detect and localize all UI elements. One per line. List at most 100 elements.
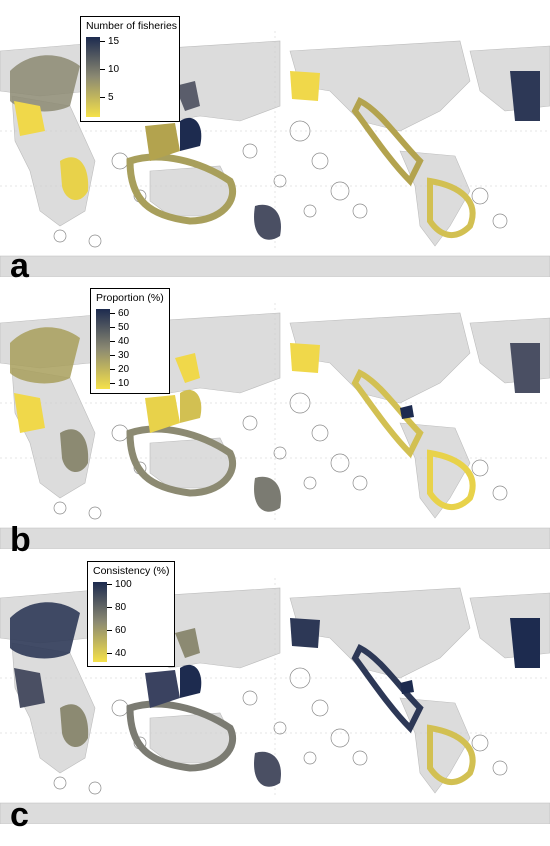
region-madagascar bbox=[60, 429, 89, 473]
region-north-atlantic bbox=[510, 618, 540, 668]
land-mass bbox=[0, 802, 550, 824]
legend-title-a: Number of fisheries bbox=[86, 20, 178, 32]
eez-outline bbox=[111, 152, 129, 170]
region-europe-west bbox=[10, 602, 80, 659]
eez-outline bbox=[242, 415, 258, 431]
region-australia bbox=[126, 700, 236, 772]
legend-tick: 60 bbox=[109, 308, 130, 319]
eez-outline bbox=[492, 485, 508, 501]
panel-label-a: a bbox=[10, 247, 29, 285]
eez-outline bbox=[352, 750, 368, 766]
world-map-c bbox=[0, 578, 550, 824]
region-alaska bbox=[290, 343, 320, 373]
region-alaska bbox=[290, 618, 320, 648]
region-americas-west bbox=[351, 368, 424, 459]
legend-colorbar-a bbox=[86, 37, 100, 117]
eez-outline bbox=[273, 446, 287, 460]
eez-outline bbox=[330, 728, 350, 748]
eez-outline bbox=[330, 453, 350, 473]
legend-tick: 60 bbox=[106, 625, 127, 636]
eez-regions-b bbox=[10, 327, 540, 512]
eez-outline bbox=[111, 699, 129, 717]
eez-outline bbox=[311, 424, 329, 442]
region-australia bbox=[126, 153, 236, 225]
eez-outline bbox=[242, 690, 258, 706]
region-americas-west bbox=[351, 96, 424, 187]
region-caribbean bbox=[400, 680, 414, 694]
legend-tick: 20 bbox=[109, 364, 130, 375]
region-europe-west bbox=[10, 327, 80, 384]
eez-outline bbox=[330, 181, 350, 201]
eez-outline bbox=[311, 699, 329, 717]
region-indonesia bbox=[145, 395, 180, 433]
eez-outline bbox=[492, 213, 508, 229]
land-mass bbox=[11, 367, 96, 499]
region-caribbean bbox=[400, 405, 414, 419]
eez-outline bbox=[273, 721, 287, 735]
region-south-america-east bbox=[427, 177, 476, 238]
legend-tick: 100 bbox=[107, 579, 132, 590]
eez-outline bbox=[53, 776, 67, 790]
eez-outline bbox=[492, 760, 508, 776]
panel-c: c Consistency (%) 100 80 60 40 bbox=[0, 558, 550, 832]
legend-title-b: Proportion (%) bbox=[96, 292, 164, 304]
region-indonesia bbox=[145, 123, 180, 161]
legend-colorbar-c bbox=[93, 582, 107, 662]
region-africa-west bbox=[14, 393, 45, 433]
region-new-zealand bbox=[254, 204, 281, 240]
legend-tick: 80 bbox=[106, 602, 127, 613]
region-new-zealand bbox=[254, 751, 281, 787]
region-americas-west bbox=[351, 643, 424, 734]
world-map-b bbox=[0, 303, 550, 549]
region-japan bbox=[175, 628, 200, 658]
region-alaska bbox=[290, 71, 320, 101]
panel-a: a Number of fisheries 15 10 5 bbox=[0, 11, 550, 283]
legend-tick: 40 bbox=[106, 648, 127, 659]
eez-outline bbox=[88, 234, 102, 248]
region-philippines bbox=[180, 389, 202, 423]
eez-outline bbox=[303, 751, 317, 765]
eez-outline bbox=[273, 174, 287, 188]
eez-regions-a bbox=[10, 55, 540, 240]
panel-label-c: c bbox=[10, 796, 29, 834]
region-south-america-east bbox=[427, 724, 476, 785]
legend-colorbar-b bbox=[96, 309, 110, 389]
region-north-atlantic bbox=[510, 343, 540, 393]
eez-outline bbox=[352, 203, 368, 219]
region-north-atlantic bbox=[510, 71, 540, 121]
eez-outline bbox=[352, 475, 368, 491]
eez-outline bbox=[111, 424, 129, 442]
eez-outline bbox=[88, 506, 102, 520]
legend-tick: 40 bbox=[109, 336, 130, 347]
legend-tick: 10 bbox=[109, 378, 130, 389]
eez-outline bbox=[53, 501, 67, 515]
land-mass bbox=[0, 527, 550, 549]
eez-outline bbox=[303, 204, 317, 218]
legend-tick: 5 bbox=[100, 92, 114, 103]
legend-tick: 30 bbox=[109, 350, 130, 361]
panel-label-b: b bbox=[10, 521, 31, 559]
region-australia bbox=[126, 425, 236, 497]
eez-outline bbox=[303, 476, 317, 490]
region-africa-west bbox=[14, 668, 45, 708]
eez-outline bbox=[471, 459, 489, 477]
region-south-america-east bbox=[427, 449, 476, 510]
legend-tick: 10 bbox=[99, 64, 120, 75]
region-japan bbox=[175, 353, 200, 383]
region-madagascar bbox=[60, 157, 89, 201]
eez-outline bbox=[242, 143, 258, 159]
eez-outline bbox=[53, 229, 67, 243]
eez-outline bbox=[471, 187, 489, 205]
land-mass bbox=[0, 255, 550, 277]
eez-regions-c bbox=[10, 602, 540, 787]
region-new-zealand bbox=[254, 476, 281, 512]
eez-outline bbox=[471, 734, 489, 752]
land-mass bbox=[11, 642, 96, 774]
region-europe-west bbox=[10, 55, 80, 112]
legend-title-c: Consistency (%) bbox=[93, 565, 170, 577]
legend-b: Proportion (%) 60 50 40 30 20 10 bbox=[90, 288, 170, 394]
legend-tick: 15 bbox=[99, 36, 120, 47]
region-philippines bbox=[180, 664, 202, 698]
region-japan bbox=[175, 81, 200, 111]
region-madagascar bbox=[60, 704, 89, 748]
